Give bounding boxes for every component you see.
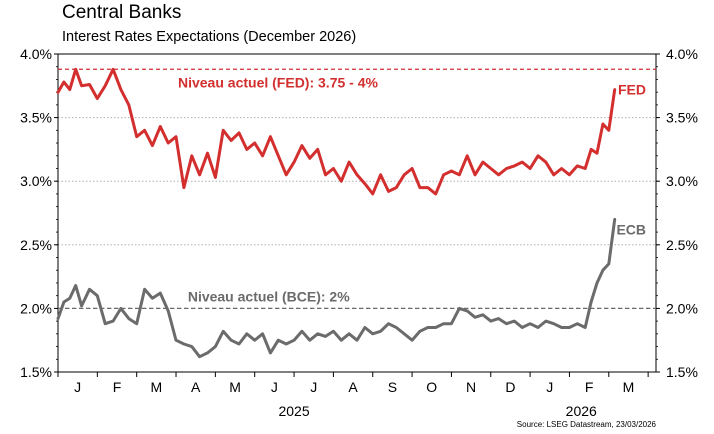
source-note: Source: LSEG Datastream, 23/03/2026 (516, 420, 656, 429)
series-label-ecb: ECB (616, 222, 646, 238)
x-tick-label: A (191, 379, 201, 395)
series-line-fed (56, 67, 617, 196)
series-label-fed: FED (618, 82, 646, 98)
x-tick-label: J (271, 379, 278, 395)
y-tick-label-left: 2.0% (20, 300, 52, 316)
y-tick-label-right: 3.0% (666, 173, 698, 189)
y-tick-label-right: 1.5% (666, 364, 698, 380)
series-line-ecb (56, 217, 617, 359)
x-tick-label: F (113, 379, 122, 395)
plot-frame (57, 53, 657, 373)
x-tick-label: J (74, 379, 81, 395)
y-tick-label-left: 3.0% (20, 173, 52, 189)
y-tick-label-right: 2.5% (666, 237, 698, 253)
y-tick-label-left: 2.5% (20, 237, 52, 253)
x-tick-label: S (388, 379, 397, 395)
x-tick-label: D (505, 379, 515, 395)
x-tick-label: J (310, 379, 317, 395)
reference-label-fed-current: Niveau actuel (FED): 3.75 - 4% (178, 74, 379, 90)
y-tick-label-right: 4.0% (666, 46, 698, 62)
y-tick-label-left: 1.5% (20, 364, 52, 380)
x-tick-label: F (585, 379, 594, 395)
x-tick-label: O (426, 379, 437, 395)
y-tick-label-right: 3.5% (666, 110, 698, 126)
x-tick-label: M (623, 379, 635, 395)
chart-subtitle: Interest Rates Expectations (December 20… (62, 29, 357, 45)
x-tick-label: J (546, 379, 553, 395)
x-tick-label: N (466, 379, 476, 395)
x-tick-label: A (348, 379, 358, 395)
y-tick-label-right: 2.0% (666, 300, 698, 316)
year-label-2026: 2026 (566, 403, 597, 419)
year-label-2025: 2025 (278, 403, 309, 419)
x-tick-label: M (229, 379, 241, 395)
chart-title: Central Banks (62, 2, 182, 23)
y-tick-label-left: 3.5% (20, 110, 52, 126)
reference-label-ecb-current: Niveau actuel (BCE): 2% (188, 288, 350, 304)
x-tick-label: M (151, 379, 163, 395)
y-tick-label-left: 4.0% (20, 46, 52, 62)
